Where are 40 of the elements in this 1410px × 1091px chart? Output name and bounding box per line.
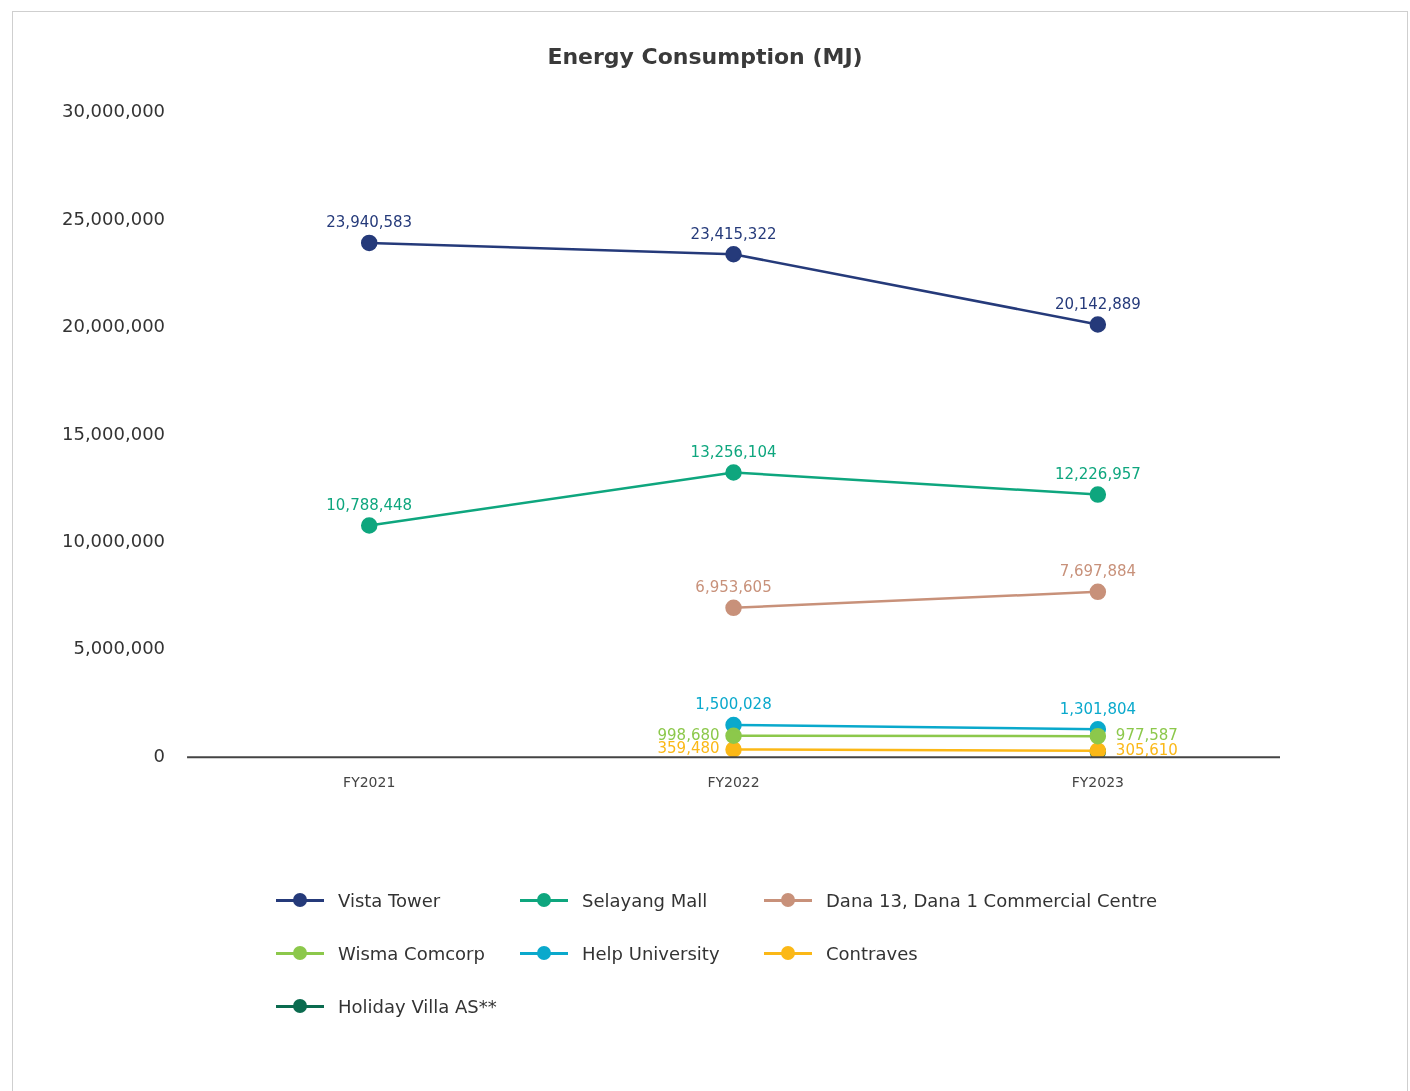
data-label: 13,256,104 bbox=[690, 442, 777, 461]
point bbox=[725, 245, 742, 263]
legend-label: Dana 13, Dana 1 Commercial Centre bbox=[826, 890, 1158, 911]
data-label: 6,953,605 bbox=[695, 578, 772, 597]
point bbox=[725, 599, 742, 617]
point bbox=[1089, 727, 1107, 745]
data-label: 23,415,322 bbox=[690, 224, 777, 243]
x-tick-label: FY2022 bbox=[707, 774, 760, 791]
point bbox=[1089, 486, 1107, 503]
data-label: 1,500,028 bbox=[695, 695, 772, 714]
data-label: 10,788,448 bbox=[326, 495, 413, 514]
y-tick-label: 25,000,000 bbox=[62, 207, 166, 229]
point bbox=[360, 517, 378, 534]
y-tick-label: 15,000,000 bbox=[62, 422, 166, 444]
data-label: 12,226,957 bbox=[1054, 464, 1141, 483]
y-tick-label: 30,000,000 bbox=[62, 100, 166, 122]
point bbox=[725, 727, 742, 744]
data-label: 998,680 bbox=[657, 725, 720, 744]
data-label: 23,940,583 bbox=[326, 213, 413, 232]
legend-label: Selayang Mall bbox=[582, 890, 708, 911]
point bbox=[725, 464, 742, 481]
data-label: 20,142,889 bbox=[1054, 294, 1141, 313]
data-label: 1,301,804 bbox=[1059, 699, 1137, 718]
legend-label: Holiday Villa AS** bbox=[338, 996, 497, 1017]
y-tick-label: 5,000,000 bbox=[73, 637, 166, 659]
y-tick-label: 0 bbox=[153, 744, 166, 766]
point bbox=[1089, 316, 1107, 333]
point bbox=[725, 741, 742, 758]
y-tick-label: 10,000,000 bbox=[62, 530, 166, 552]
x-tick-label: FY2021 bbox=[343, 774, 396, 791]
y-tick-label: 20,000,000 bbox=[62, 315, 166, 337]
data-label: 7,697,884 bbox=[1059, 562, 1137, 581]
legend-label: Contraves bbox=[826, 943, 918, 964]
legend-label: Help University bbox=[582, 943, 720, 964]
point bbox=[360, 234, 378, 252]
legend-label: Wisma Comcorp bbox=[338, 943, 485, 964]
point bbox=[1089, 583, 1107, 601]
x-tick-label: FY2023 bbox=[1071, 774, 1124, 791]
legend-label: Vista Tower bbox=[338, 890, 441, 911]
chart-title: Energy Consumption (MJ) bbox=[546, 44, 864, 69]
